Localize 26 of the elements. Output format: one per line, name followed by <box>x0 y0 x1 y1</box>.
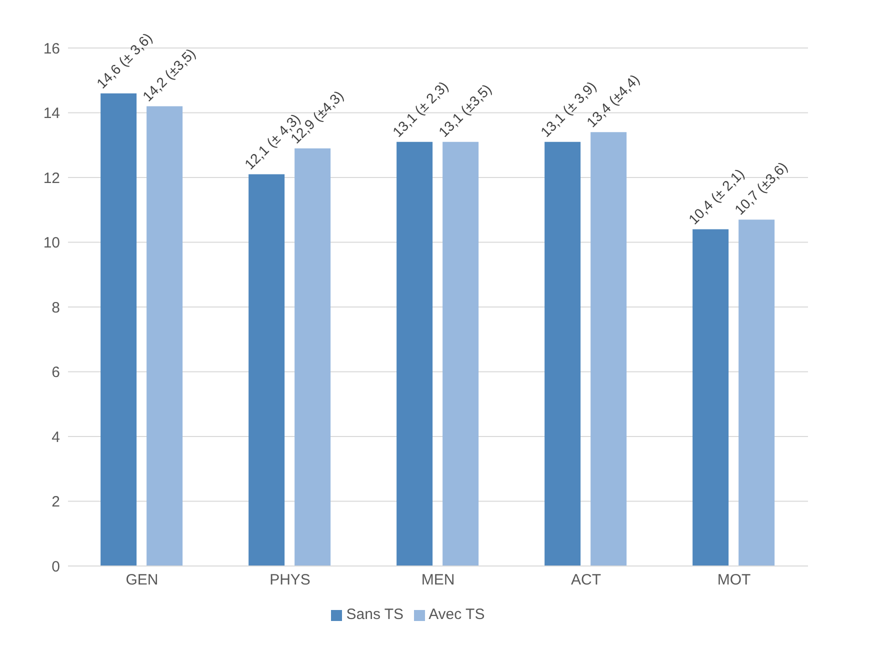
bar <box>442 142 479 566</box>
legend-label: Avec TS <box>428 606 485 623</box>
y-tick-label: 4 <box>52 428 60 446</box>
legend-label: Sans TS <box>346 606 404 623</box>
x-tick-label: ACT <box>571 572 601 589</box>
y-tick-label: 16 <box>43 40 60 58</box>
bar <box>294 148 331 566</box>
y-tick-label: 12 <box>43 170 60 187</box>
y-tick-label: 8 <box>52 299 60 316</box>
x-tick-label: MEN <box>421 572 455 589</box>
y-tick-label: 6 <box>52 364 60 382</box>
x-tick-label: PHYS <box>270 572 310 589</box>
bar <box>544 142 581 566</box>
bar <box>738 220 775 566</box>
bar <box>692 229 729 566</box>
bar <box>248 174 285 566</box>
y-tick-label: 14 <box>43 105 60 122</box>
bar <box>146 106 183 566</box>
y-tick-label: 10 <box>43 234 60 252</box>
bar <box>396 142 433 566</box>
x-tick-label: GEN <box>126 572 158 589</box>
y-tick-label: 2 <box>52 494 60 511</box>
y-tick-label: 0 <box>52 558 60 576</box>
bar <box>590 132 627 566</box>
x-tick-label: MOT <box>717 572 751 589</box>
bar <box>100 93 137 566</box>
